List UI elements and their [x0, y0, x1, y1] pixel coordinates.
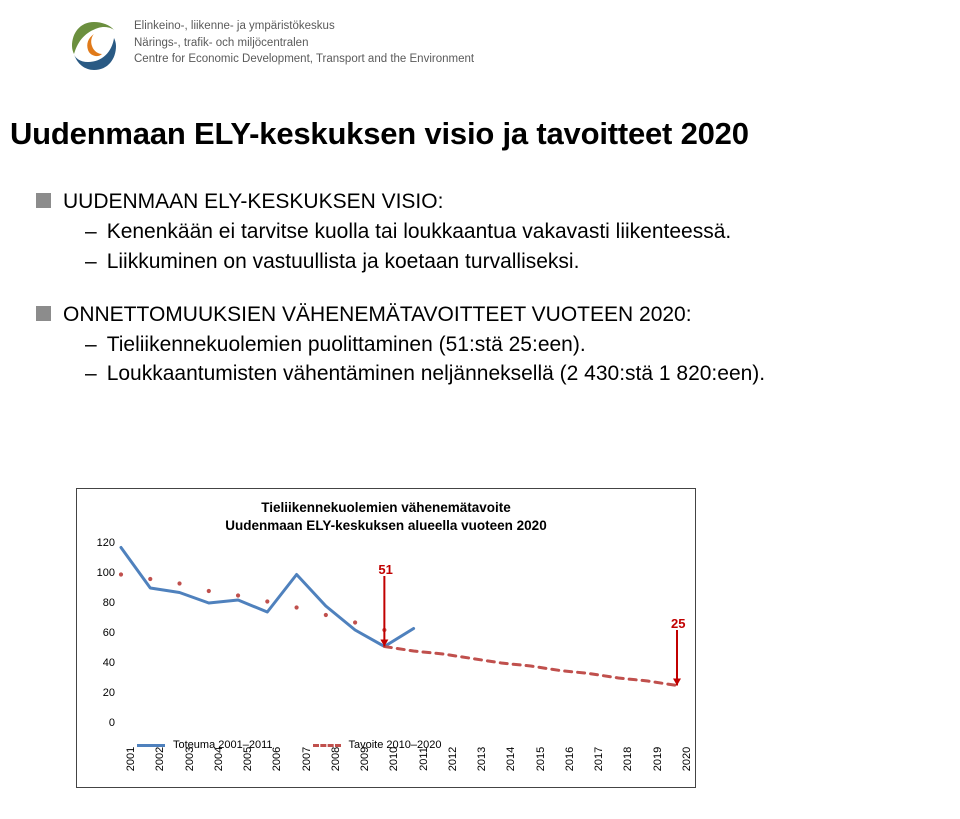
x-tick-label: 2015 — [535, 747, 547, 771]
dash-icon: – — [85, 248, 97, 275]
x-tick-label: 2013 — [476, 747, 488, 771]
org-name-fi: Elinkeino-, liikenne- ja ympäristökeskus — [134, 18, 474, 35]
legend-item-actual: Toteuma 2001–2011 — [137, 739, 273, 751]
chart-title-line2: Uudenmaan ELY-keskuksen alueella vuoteen… — [225, 518, 546, 533]
legend-label: Toteuma 2001–2011 — [173, 739, 273, 751]
y-tick-label: 120 — [87, 537, 115, 549]
sub-text: Kenenkään ei tarvitse kuolla tai loukkaa… — [107, 218, 732, 245]
x-tick-label: 2020 — [681, 747, 693, 771]
x-tick-label: 2014 — [505, 747, 517, 771]
chart-callout-label: 25 — [671, 616, 685, 631]
y-tick-label: 40 — [87, 657, 115, 669]
legend-label: Tavoite 2010–2020 — [349, 739, 442, 751]
x-tick-label: 2019 — [652, 747, 664, 771]
bullet-block-tavoitteet: ONNETTOMUUKSIEN VÄHENEMÄTAVOITTEET VUOTE… — [36, 301, 960, 388]
x-tick-label: 2017 — [593, 747, 605, 771]
chart-plot-area: 0204060801001202001200220032004200520062… — [121, 543, 677, 723]
org-name-en: Centre for Economic Development, Transpo… — [134, 51, 474, 68]
y-tick-label: 100 — [87, 567, 115, 579]
org-header: Elinkeino-, liikenne- ja ympäristökeskus… — [0, 0, 960, 74]
chart-title-line1: Tieliikennekuolemien vähenemätavoite — [261, 500, 511, 515]
sub-text: Loukkaantumisten vähentäminen neljänneks… — [107, 360, 765, 387]
block-sub: – Loukkaantumisten vähentäminen neljänne… — [85, 360, 765, 387]
x-tick-label: 2012 — [447, 747, 459, 771]
y-tick-label: 20 — [87, 687, 115, 699]
legend-item-target: Tavoite 2010–2020 — [313, 739, 442, 751]
content-body: UUDENMAAN ELY-KESKUKSEN VISIO: – Kenenkä… — [36, 188, 960, 388]
ely-logo-icon — [68, 18, 120, 74]
chart-svg — [121, 543, 677, 723]
dash-icon: – — [85, 218, 97, 245]
chart-callout-label: 51 — [378, 562, 392, 577]
y-tick-label: 80 — [87, 597, 115, 609]
y-tick-label: 60 — [87, 627, 115, 639]
legend-swatch-solid — [137, 744, 165, 747]
block-heading: ONNETTOMUUKSIEN VÄHENEMÄTAVOITTEET VUOTE… — [63, 301, 765, 328]
chart-container: Tieliikennekuolemien vähenemätavoite Uud… — [76, 488, 696, 788]
org-name-sv: Närings-, trafik- och miljöcentralen — [134, 35, 474, 52]
x-tick-label: 2001 — [125, 747, 137, 771]
sub-text: Tieliikennekuolemien puolittaminen (51:s… — [107, 331, 586, 358]
chart-title: Tieliikennekuolemien vähenemätavoite Uud… — [77, 499, 695, 534]
block-sub: – Kenenkään ei tarvitse kuolla tai loukk… — [85, 218, 731, 245]
block-heading: UUDENMAAN ELY-KESKUKSEN VISIO: — [63, 188, 731, 215]
page-title: Uudenmaan ELY-keskuksen visio ja tavoitt… — [10, 116, 960, 152]
block-sub: – Tieliikennekuolemien puolittaminen (51… — [85, 331, 765, 358]
sub-text: Liikkuminen on vastuullista ja koetaan t… — [107, 248, 580, 275]
x-tick-label: 2016 — [564, 747, 576, 771]
dash-icon: – — [85, 360, 97, 387]
dash-icon: – — [85, 331, 97, 358]
x-tick-label: 2018 — [622, 747, 634, 771]
square-bullet-icon — [36, 306, 51, 321]
legend-swatch-dash — [313, 744, 341, 747]
bullet-block-visio: UUDENMAAN ELY-KESKUKSEN VISIO: – Kenenkä… — [36, 188, 960, 275]
chart-legend: Toteuma 2001–2011 Tavoite 2010–2020 — [137, 739, 441, 751]
block-sub: – Liikkuminen on vastuullista ja koetaan… — [85, 248, 731, 275]
y-tick-label: 0 — [87, 717, 115, 729]
square-bullet-icon — [36, 193, 51, 208]
org-name-block: Elinkeino-, liikenne- ja ympäristökeskus… — [134, 18, 474, 68]
